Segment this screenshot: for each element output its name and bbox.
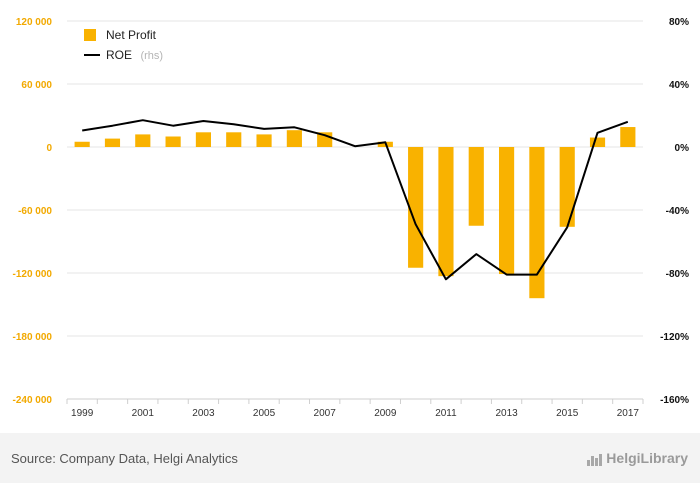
y-left-tick-label: 0 xyxy=(46,143,52,154)
x-tick-label: 2011 xyxy=(435,408,457,419)
y-right-tick-label: -120% xyxy=(660,332,689,343)
bar-net-profit-2014 xyxy=(529,147,545,299)
bar-net-profit-2015 xyxy=(559,147,575,227)
legend-label-roe-suffix: (rhs) xyxy=(140,50,163,62)
bar-net-profit-2016 xyxy=(589,137,606,147)
legend: Net Profit ROE (rhs) xyxy=(84,28,163,63)
bar-net-profit-2013 xyxy=(499,147,515,275)
line-roe xyxy=(82,119,629,281)
left-axis-ticks: 120 000 60 000 0 -60 000 -120 000 -180 000 -24… xyxy=(13,17,53,406)
legend-swatch-net-profit xyxy=(84,29,96,41)
bar-net-profit-2005 xyxy=(256,134,272,147)
x-tick-label: 2013 xyxy=(495,408,518,419)
roe-line xyxy=(82,119,629,281)
x-tick-label: 2009 xyxy=(374,408,397,419)
y-left-tick-label: 60 000 xyxy=(21,80,52,91)
bar-net-profit-2006 xyxy=(286,130,302,147)
y-right-tick-label: 80% xyxy=(669,17,689,28)
bar-net-profit-2017 xyxy=(620,127,636,147)
bar-net-profit-2011 xyxy=(438,147,454,277)
bar-net-profit-2010 xyxy=(408,147,424,268)
y-right-tick-label: 0% xyxy=(675,143,690,154)
footer: Source: Company Data, Helgi Analytics He… xyxy=(0,433,700,483)
gridlines xyxy=(67,20,643,400)
y-left-tick-label: -240 000 xyxy=(13,395,53,406)
y-left-tick-label: 120 000 xyxy=(16,17,53,28)
bar-net-profit-2004 xyxy=(226,132,242,147)
y-left-tick-label: -180 000 xyxy=(13,332,53,343)
bar-net-profit-1999 xyxy=(74,141,90,147)
x-tick-label: 2007 xyxy=(314,408,337,419)
logo-bar-icon xyxy=(599,454,603,466)
bar-net-profit-2001 xyxy=(135,134,151,147)
net-profit-bars xyxy=(74,127,636,299)
x-tick-label: 2005 xyxy=(253,408,276,419)
y-left-tick-label: -60 000 xyxy=(18,206,52,217)
x-tick-label: 2015 xyxy=(556,408,579,419)
legend-label-net-profit: Net Profit xyxy=(106,28,157,42)
brand-name: HelgiLibrary xyxy=(606,450,688,466)
x-axis: 1999 2001 2003 2005 2007 2009 2011 2013 2015 2017 xyxy=(66,398,644,419)
x-tick-label: 1999 xyxy=(71,408,94,419)
bar-net-profit-2003 xyxy=(195,132,211,147)
bar-net-profit-2000 xyxy=(104,138,121,147)
logo-bar-icon xyxy=(587,460,591,466)
y-right-tick-label: -80% xyxy=(666,269,689,280)
source-note: Source: Company Data, Helgi Analytics xyxy=(11,451,238,466)
x-tick-label: 2001 xyxy=(132,408,155,419)
logo-bar-icon xyxy=(591,456,595,466)
right-axis-ticks: 80% 40% 0% -40% -80% -120% -160% xyxy=(660,17,689,406)
x-tick-label: 2003 xyxy=(192,408,215,419)
y-left-tick-label: -120 000 xyxy=(13,269,53,280)
brand-logo: HelgiLibrary xyxy=(587,450,688,466)
chart: 120 000 60 000 0 -60 000 -120 000 -180 000 -24… xyxy=(13,17,690,419)
y-right-tick-label: 40% xyxy=(669,80,689,91)
bar-net-profit-2002 xyxy=(165,136,181,147)
y-right-tick-label: -40% xyxy=(666,206,689,217)
bar-net-profit-2012 xyxy=(468,147,484,226)
legend-label-roe-name: ROE xyxy=(106,48,132,62)
y-right-tick-label: -160% xyxy=(660,395,689,406)
legend-label-roe: ROE (rhs) xyxy=(106,46,163,63)
logo-bar-icon xyxy=(595,458,599,466)
x-tick-label: 2017 xyxy=(617,408,640,419)
